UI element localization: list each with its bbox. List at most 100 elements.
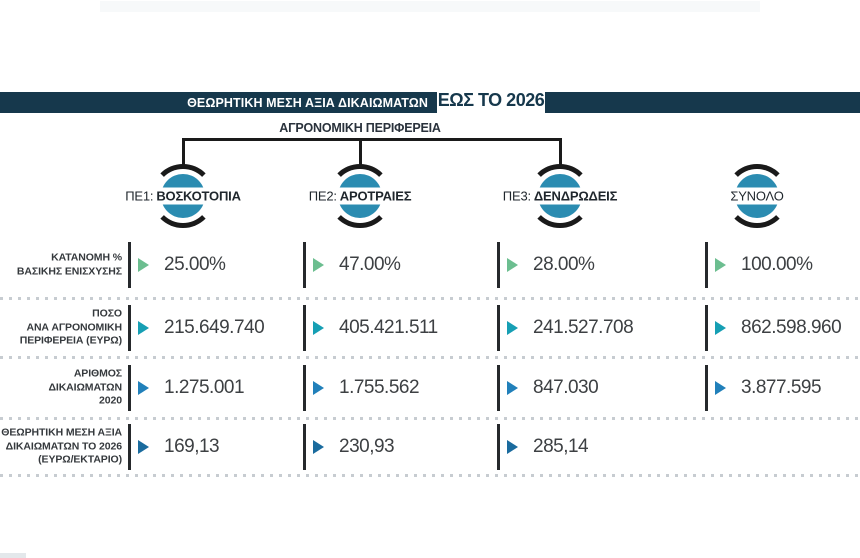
cell-value: 285,14 bbox=[533, 436, 589, 457]
row-label: ΘΕΩΡΗΤΙΚΗ ΜΕΣΗ ΑΞΙΑ ΔΙΚΑΙΩΜΑΤΩΝ ΤΟ 2026 … bbox=[0, 427, 122, 468]
node-ring-icon bbox=[328, 164, 392, 228]
cell-value: 100.00% bbox=[741, 254, 813, 275]
cell-value: 230,93 bbox=[339, 436, 395, 457]
row-label-line: ΒΑΣΙΚΗΣ ΕΝΙΣΧΥΣΗΣ bbox=[16, 265, 122, 277]
cell-value: 1.755.562 bbox=[339, 377, 420, 398]
cell-value: 1.275.001 bbox=[164, 377, 245, 398]
cell-pe3: 285,14 bbox=[497, 424, 589, 470]
cell-divider bbox=[128, 365, 131, 411]
row-separator bbox=[0, 356, 860, 359]
row-label-line: 2020 bbox=[99, 394, 122, 407]
marker-triangle-icon bbox=[507, 321, 518, 335]
cell-divider bbox=[128, 242, 131, 288]
cell-value: 169,13 bbox=[164, 436, 220, 457]
marker-triangle-icon bbox=[507, 258, 518, 272]
cell-pe3: 847.030 bbox=[497, 365, 599, 411]
row-separator bbox=[0, 474, 860, 477]
cell-value: 847.030 bbox=[533, 377, 599, 398]
cell-divider bbox=[128, 424, 131, 470]
node-pe1-voskotopia: ΠΕ1: ΒΟΣΚΟΤΟΠΙΑ bbox=[122, 161, 244, 231]
table-row-poso: ΠΟΣΟ ΑΝΑ ΑΓΡΟΝΟΜΙΚΗ ΠΕΡΙΦΕΡΕΙΑ (ΕΥΡΩ) 21… bbox=[0, 300, 860, 356]
period-highlight: ΕΩΣ ΤΟ 2026 bbox=[437, 84, 545, 116]
tree-connector-stem bbox=[359, 138, 362, 165]
tree-root-label: ΑΓΡΟΝΟΜΙΚΗ ΠΕΡΙΦΕΡΕΙΑ bbox=[279, 121, 441, 135]
node-prefix: ΠΕ2: bbox=[308, 188, 337, 204]
cell-value: 3.877.595 bbox=[741, 377, 822, 398]
marker-triangle-icon bbox=[313, 321, 324, 335]
title-bar-left-segment: ΘΕΩΡΗΤΙΚΗ ΜΕΣΗ ΑΞΙΑ ΔΙΚΑΙΩΜΑΤΩΝ bbox=[0, 92, 437, 113]
marker-triangle-icon bbox=[715, 381, 726, 395]
marker-triangle-icon bbox=[313, 258, 324, 272]
cell-pe1: 215.649.740 bbox=[128, 305, 265, 351]
node-label: ΠΕ1: ΒΟΣΚΟΤΟΠΙΑ bbox=[122, 187, 244, 205]
cell-value: 215.649.740 bbox=[164, 317, 265, 338]
cell-synolo: 862.598.960 bbox=[705, 305, 842, 351]
node-name: ΣΥΝΟΛΟ bbox=[730, 188, 784, 204]
node-name: ΒΟΣΚΟΤΟΠΙΑ bbox=[156, 188, 241, 204]
node-ring-icon bbox=[151, 164, 215, 228]
row-label: ΑΡΙΘΜΟΣ ΔΙΚΑΙΩΜΑΤΩΝ 2020 bbox=[0, 368, 122, 409]
cell-value: 405.421.511 bbox=[339, 317, 438, 338]
title-bar-right-segment bbox=[545, 92, 860, 113]
title-bar-text: ΘΕΩΡΗΤΙΚΗ ΜΕΣΗ ΑΞΙΑ ΔΙΚΑΙΩΜΑΤΩΝ bbox=[187, 95, 428, 110]
cell-divider bbox=[303, 305, 306, 351]
cell-pe1: 1.275.001 bbox=[128, 365, 245, 411]
marker-triangle-icon bbox=[715, 321, 726, 335]
row-label: ΚΑΤΑΝΟΜΗ % ΒΑΣΙΚΗΣ ΕΝΙΣΧΥΣΗΣ bbox=[0, 251, 122, 278]
row-label-line: ΔΙΚΑΙΩΜΑΤΩΝ bbox=[48, 381, 122, 394]
row-label-line: ΠΟΣΟ bbox=[92, 307, 122, 320]
node-ring-icon bbox=[528, 164, 592, 228]
row-label-line: ΘΕΩΡΗΤΙΚΗ ΜΕΣΗ ΑΞΙΑ bbox=[1, 426, 122, 439]
cell-divider bbox=[497, 365, 500, 411]
marker-triangle-icon bbox=[507, 440, 518, 454]
node-pe3-dendrodeis: ΠΕ3: ΔΕΝΔΡΩΔΕΙΣ bbox=[499, 161, 621, 231]
cell-pe2: 1.755.562 bbox=[303, 365, 420, 411]
marker-triangle-icon bbox=[313, 440, 324, 454]
tree-connector-stem bbox=[559, 138, 562, 165]
cell-value: 47.00% bbox=[339, 254, 401, 275]
tree-connector-stem bbox=[182, 138, 185, 165]
cell-value: 28.00% bbox=[533, 254, 595, 275]
cropped-top-artifact bbox=[100, 1, 760, 12]
cell-divider bbox=[497, 305, 500, 351]
node-label: ΠΕ3: ΔΕΝΔΡΩΔΕΙΣ bbox=[499, 187, 621, 205]
cell-value: 25.00% bbox=[164, 254, 226, 275]
marker-triangle-icon bbox=[138, 440, 149, 454]
cell-value: 862.598.960 bbox=[741, 317, 842, 338]
marker-triangle-icon bbox=[313, 381, 324, 395]
table-row-katanomi: ΚΑΤΑΝΟΜΗ % ΒΑΣΙΚΗΣ ΕΝΙΣΧΥΣΗΣ 25.00% 47.0… bbox=[0, 233, 860, 297]
node-label: ΣΥΝΟΛΟ bbox=[727, 187, 787, 205]
node-ring-icon bbox=[725, 164, 789, 228]
cell-pe2: 405.421.511 bbox=[303, 305, 438, 351]
cropped-bottom-artifact bbox=[0, 553, 26, 558]
cell-divider bbox=[497, 424, 500, 470]
cell-pe1: 169,13 bbox=[128, 424, 220, 470]
cell-divider bbox=[705, 242, 708, 288]
node-pe2-arotraies: ΠΕ2: ΑΡΟΤΡΑΙΕΣ bbox=[305, 161, 415, 231]
marker-triangle-icon bbox=[138, 381, 149, 395]
cell-pe2: 230,93 bbox=[303, 424, 395, 470]
cell-synolo: 100.00% bbox=[705, 242, 813, 288]
cell-divider bbox=[705, 305, 708, 351]
table-row-arithmos: ΑΡΙΘΜΟΣ ΔΙΚΑΙΩΜΑΤΩΝ 2020 1.275.001 1.755… bbox=[0, 359, 860, 417]
node-label: ΠΕ2: ΑΡΟΤΡΑΙΕΣ bbox=[305, 187, 415, 205]
cell-pe3: 241.527.708 bbox=[497, 305, 634, 351]
cell-pe3: 28.00% bbox=[497, 242, 595, 288]
node-name: ΔΕΝΔΡΩΔΕΙΣ bbox=[533, 188, 618, 204]
cell-divider bbox=[303, 242, 306, 288]
row-label-line: ΚΑΤΑΝΟΜΗ % bbox=[51, 251, 122, 264]
row-separator bbox=[0, 417, 860, 420]
marker-triangle-icon bbox=[138, 321, 149, 335]
cell-divider bbox=[303, 424, 306, 470]
cell-pe1: 25.00% bbox=[128, 242, 226, 288]
tree-connector-hline bbox=[183, 138, 561, 141]
row-label-line: (ΕΥΡΩ/ΕΚΤΑΡΙΟ) bbox=[38, 453, 122, 466]
cell-divider bbox=[303, 365, 306, 411]
cell-divider bbox=[497, 242, 500, 288]
marker-triangle-icon bbox=[138, 258, 149, 272]
row-separator bbox=[0, 297, 860, 300]
node-name: ΑΡΟΤΡΑΙΕΣ bbox=[339, 188, 412, 204]
cell-divider bbox=[128, 305, 131, 351]
row-label-line: ΑΝΑ ΑΓΡΟΝΟΜΙΚΗ bbox=[26, 321, 122, 334]
